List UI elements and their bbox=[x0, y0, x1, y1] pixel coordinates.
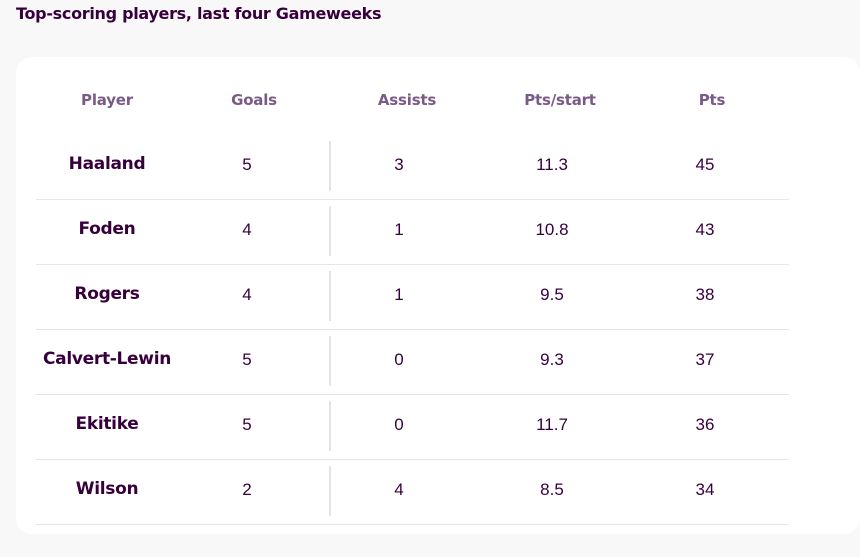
assists-value: 0 bbox=[394, 350, 404, 369]
pts-value: 43 bbox=[695, 220, 715, 239]
stats-card: Player Goals Assists Pts/start Pts Haala… bbox=[16, 57, 860, 534]
assists-value: 0 bbox=[394, 415, 404, 434]
column-header-pts-start[interactable]: Pts/start bbox=[524, 91, 596, 109]
goals-value: 4 bbox=[242, 285, 252, 304]
assists-value: 4 bbox=[394, 480, 404, 499]
player-name[interactable]: Haaland bbox=[68, 154, 146, 174]
pts-start-value: 9.3 bbox=[540, 350, 564, 369]
column-header-goals[interactable]: Goals bbox=[231, 91, 277, 109]
column-divider bbox=[329, 206, 331, 256]
goals-value: 5 bbox=[242, 350, 252, 369]
pts-value: 37 bbox=[695, 350, 715, 369]
table-row[interactable]: Ekitike 5 0 11.7 36 bbox=[36, 395, 789, 460]
table-header-row: Player Goals Assists Pts/start Pts bbox=[36, 57, 789, 135]
column-header-player[interactable]: Player bbox=[81, 91, 133, 109]
goals-value: 2 bbox=[242, 480, 252, 499]
assists-value: 1 bbox=[394, 220, 404, 239]
player-name[interactable]: Foden bbox=[78, 219, 136, 239]
column-header-assists[interactable]: Assists bbox=[377, 91, 437, 109]
pts-value: 38 bbox=[695, 285, 715, 304]
pts-value: 45 bbox=[695, 155, 715, 174]
table-row[interactable]: Rogers 4 1 9.5 38 bbox=[36, 265, 789, 330]
pts-value: 34 bbox=[695, 480, 715, 499]
player-name[interactable]: Calvert-Lewin bbox=[42, 349, 172, 369]
pts-start-value: 9.5 bbox=[540, 285, 564, 304]
pts-start-value: 8.5 bbox=[540, 480, 564, 499]
column-divider bbox=[329, 401, 331, 451]
pts-value: 36 bbox=[695, 415, 715, 434]
table-row[interactable]: Foden 4 1 10.8 43 bbox=[36, 200, 789, 265]
column-divider bbox=[329, 466, 331, 516]
column-header-pts[interactable]: Pts bbox=[698, 91, 726, 109]
goals-value: 4 bbox=[242, 220, 252, 239]
column-divider bbox=[329, 271, 331, 321]
player-name[interactable]: Wilson bbox=[75, 479, 139, 499]
player-name[interactable]: Ekitike bbox=[75, 414, 139, 434]
table-row[interactable]: Haaland 5 3 11.3 45 bbox=[36, 135, 789, 200]
column-divider bbox=[329, 141, 331, 191]
pts-start-value: 10.8 bbox=[535, 220, 569, 239]
assists-value: 3 bbox=[394, 155, 404, 174]
stats-table: Player Goals Assists Pts/start Pts Haala… bbox=[36, 57, 789, 525]
table-row[interactable]: Calvert-Lewin 5 0 9.3 37 bbox=[36, 330, 789, 395]
goals-value: 5 bbox=[242, 155, 252, 174]
pts-start-value: 11.3 bbox=[536, 155, 568, 174]
goals-value: 5 bbox=[242, 415, 252, 434]
pts-start-value: 11.7 bbox=[536, 415, 568, 434]
assists-value: 1 bbox=[394, 285, 404, 304]
section-heading: Top-scoring players, last four Gameweeks bbox=[16, 4, 382, 23]
column-divider bbox=[329, 336, 331, 386]
table-row[interactable]: Wilson 2 4 8.5 34 bbox=[36, 460, 789, 525]
player-name[interactable]: Rogers bbox=[74, 284, 140, 304]
